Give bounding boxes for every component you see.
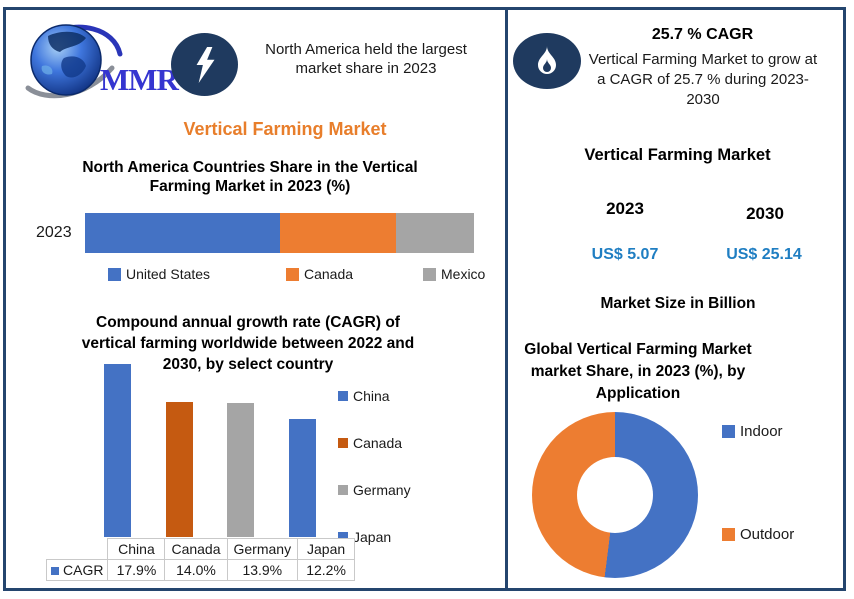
legend-label: China — [353, 388, 390, 404]
legend-item-indoor: Indoor — [722, 423, 783, 440]
stacked-chart-category-label: 2023 — [36, 224, 72, 241]
legend-item-japan: Japan — [338, 529, 391, 545]
cagr-chart-title: Compound annual growth rate (CAGR) of ve… — [81, 314, 415, 373]
legend-label: Canada — [353, 435, 403, 451]
market-value-2030: US$ 25.14 — [726, 246, 802, 263]
market-size-caption: Market Size in Billion — [600, 295, 756, 312]
legend-item-canada: Canada — [338, 435, 402, 451]
legend-item-mexico: Mexico — [423, 266, 485, 282]
cagr-data-table: China Canada Germany Japan CAGR 17.9% 14.0% 13.… — [45, 538, 356, 581]
legend-label: Mexico — [441, 266, 486, 282]
stacked-segment-canada — [279, 213, 397, 253]
legend-swatch-canada — [286, 267, 299, 281]
bar-japan — [288, 419, 316, 537]
legend-label: Indoor — [740, 423, 783, 440]
table-value-japan: 12.2% — [297, 559, 356, 581]
table-value-canada: 14.0% — [164, 559, 228, 581]
stacked-bar — [85, 213, 474, 253]
legend-swatch-united-states — [108, 267, 121, 281]
legend-item-germany: Germany — [338, 482, 411, 498]
cagr-headline: 25.7 % CAGR — [651, 26, 754, 43]
year-2023-label: 2023 — [606, 199, 644, 218]
bar-canada — [165, 402, 193, 537]
legend-swatch-mexico — [423, 267, 436, 281]
cagr-description: Vertical Farming Market to grow at a CAG… — [588, 51, 818, 108]
legend-swatch-canada — [338, 438, 348, 448]
stacked-segment-mexico — [396, 213, 474, 253]
table-header-china: China — [107, 538, 166, 560]
year-2030-label: 2030 — [746, 204, 784, 223]
stacked-segment-united-states — [85, 213, 280, 253]
table-corner-cell — [47, 539, 108, 560]
logo-wordmark: MMR — [100, 62, 179, 97]
cagr-bar-plot — [87, 360, 333, 537]
table-row-label: CAGR — [45, 559, 109, 581]
bar-column-china — [87, 360, 149, 537]
table-value-germany: 13.9% — [226, 559, 299, 581]
legend-item-outdoor: Outdoor — [722, 526, 794, 543]
panel-divider — [505, 7, 508, 591]
bar-column-germany — [210, 360, 272, 537]
lightning-icon — [196, 46, 214, 83]
section-title-orange: Vertical Farming Market — [183, 119, 387, 139]
bar-germany — [227, 403, 255, 537]
stacked-chart-title: North America Countries Share in the Ver… — [82, 159, 418, 195]
bar-column-japan — [272, 360, 334, 537]
legend-label: Germany — [353, 482, 411, 498]
bar-china — [104, 364, 132, 537]
bar-column-canada — [149, 360, 211, 537]
donut-chart-title: Global Vertical Farming Market market Sh… — [524, 341, 752, 402]
legend-item-canada: Canada — [286, 266, 353, 282]
legend-swatch-outdoor — [722, 528, 735, 541]
table-value-row: CAGR 17.9% 14.0% 13.9% 12.2% — [45, 559, 356, 581]
outer-frame — [3, 7, 846, 591]
table-value-china: 17.9% — [107, 559, 166, 581]
legend-label: Outdoor — [740, 526, 795, 543]
mmr-logo: MMR — [20, 22, 179, 102]
legend-swatch-indoor — [722, 425, 735, 438]
stacked-chart-legend: United States Canada Mexico — [0, 266, 505, 286]
market-value-2023: US$ 5.07 — [591, 246, 659, 263]
flame-icon — [538, 46, 556, 74]
donut-chart — [532, 412, 698, 578]
legend-label: Canada — [304, 266, 354, 282]
flame-badge — [513, 33, 581, 89]
cagr-series-swatch — [51, 567, 59, 576]
globe-icon — [25, 24, 123, 99]
legend-swatch-germany — [338, 485, 348, 495]
table-header-row: China Canada Germany Japan — [47, 538, 356, 560]
donut-hole — [577, 457, 653, 533]
legend-swatch-japan — [338, 532, 348, 542]
table-header-germany: Germany — [226, 538, 299, 560]
legend-label: United States — [126, 266, 211, 282]
lightning-badge — [171, 33, 238, 96]
headline-left: North America held the largest market sh… — [265, 41, 467, 77]
table-header-japan: Japan — [297, 538, 356, 560]
market-size-title: Vertical Farming Market — [584, 146, 771, 164]
legend-label: Japan — [353, 529, 392, 545]
legend-item-china: China — [338, 388, 390, 404]
legend-item-united-states: United States — [108, 266, 210, 282]
table-header-canada: Canada — [164, 538, 228, 560]
legend-swatch-china — [338, 391, 348, 401]
